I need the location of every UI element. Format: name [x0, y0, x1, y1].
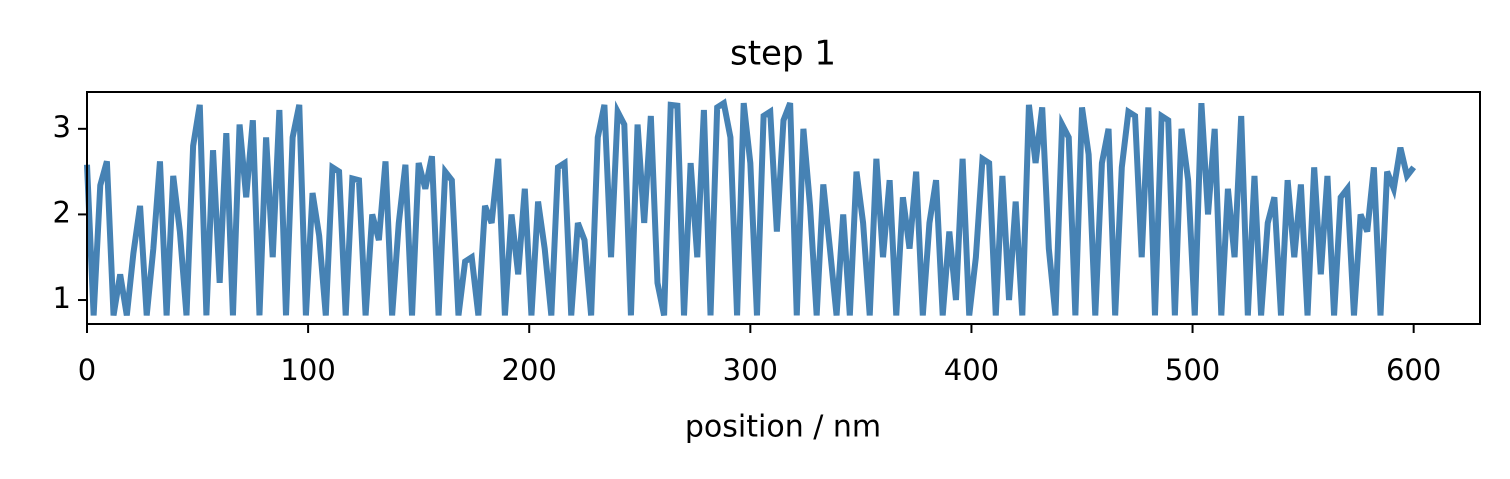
y-tick-label: 2: [53, 195, 71, 229]
plot-frame: [86, 91, 1481, 325]
x-tick-label: 500: [1165, 353, 1220, 387]
y-tick-label: 1: [53, 281, 71, 315]
x-tick-label: 600: [1386, 353, 1441, 387]
x-axis-label: position / nm: [685, 410, 881, 445]
chart-title: step 1: [730, 34, 836, 74]
x-tick-label: 100: [280, 353, 335, 387]
x-tick-label: 400: [944, 353, 999, 387]
y-tick-label: 3: [53, 110, 71, 144]
x-tick-label: 0: [78, 353, 96, 387]
x-tick-label: 200: [502, 353, 557, 387]
x-tick-label: 300: [723, 353, 778, 387]
data-line: [84, 98, 1417, 317]
